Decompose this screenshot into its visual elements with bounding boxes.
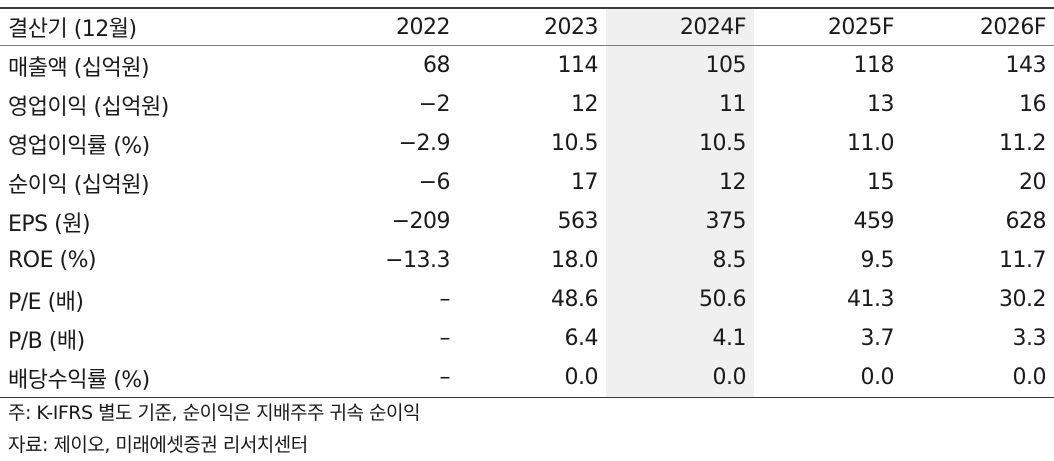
table-cell: 0.0 — [1012, 365, 1047, 390]
table-cell: 143 — [1005, 53, 1047, 78]
table-header-row: 결산기 (12월) 2022 2023 2024F 2025F 2026F — [0, 8, 1054, 46]
table-cell: 17 — [571, 170, 599, 195]
table-cell: 20 — [1019, 170, 1047, 195]
row-label: 순이익 (십억원) — [8, 172, 150, 198]
row-label: P/E (배) — [8, 289, 84, 315]
table-row: 배당수익률 (%) – 0.0 0.0 0.0 0.0 — [0, 358, 1054, 398]
table-cell: 12 — [606, 163, 754, 202]
table-cell: 15 — [867, 170, 895, 195]
row-label: 영업이익률 (%) — [8, 133, 150, 159]
table-cell: 11.0 — [847, 131, 894, 156]
header-label: 결산기 (12월) — [8, 17, 137, 42]
footnote-basis: 주: K-IFRS 별도 기준, 순이익은 지배주주 귀속 순이익 — [8, 402, 420, 424]
table-cell: 10.5 — [551, 131, 598, 156]
table-row: ROE (%) −13.3 18.0 8.5 9.5 11.7 — [0, 241, 1054, 280]
table-row: 순이익 (십억원) −6 17 12 15 20 — [0, 163, 1054, 202]
table-cell: 48.6 — [551, 287, 598, 312]
row-label: 매출액 (십억원) — [8, 55, 150, 81]
table-cell: 11.7 — [999, 248, 1046, 273]
row-label: P/B (배) — [8, 328, 85, 354]
table-cell: 105 — [606, 45, 754, 85]
row-label: 영업이익 (십억원) — [8, 94, 169, 120]
table-cell: 30.2 — [999, 287, 1046, 312]
table-cell: 68 — [423, 53, 451, 78]
table-cell: 114 — [557, 53, 599, 78]
table-cell: 3.7 — [860, 326, 895, 351]
table-cell: −209 — [391, 209, 451, 234]
table-cell: 118 — [853, 53, 895, 78]
table-cell: 8.5 — [606, 241, 754, 280]
table-cell: 0.0 — [860, 365, 895, 390]
header-year: 2023 — [544, 14, 599, 40]
table-cell: 459 — [853, 209, 895, 234]
table-cell: −2.9 — [398, 131, 451, 156]
table-cell: 11 — [606, 85, 754, 124]
financial-table: 결산기 (12월) 2022 2023 2024F 2025F 2026F 매출… — [0, 7, 1054, 398]
header-year: 2025F — [827, 14, 895, 40]
table-row: 영업이익률 (%) −2.9 10.5 10.5 11.0 11.2 — [0, 124, 1054, 163]
row-label: EPS (원) — [8, 211, 91, 237]
header-year: 2026F — [979, 14, 1047, 40]
table-cell: 12 — [571, 92, 599, 117]
table-cell: 41.3 — [847, 287, 894, 312]
table-cell: 50.6 — [606, 280, 754, 319]
table-cell: 11.2 — [999, 131, 1046, 156]
row-label: ROE (%) — [8, 248, 97, 273]
header-year: 2022 — [396, 14, 451, 40]
table-cell: 13 — [867, 92, 895, 117]
row-label: 배당수익률 (%) — [8, 367, 150, 393]
table-cell: 3.3 — [1012, 326, 1047, 351]
table-cell: 0.0 — [606, 358, 754, 398]
table-row: 매출액 (십억원) 68 114 105 118 143 — [0, 45, 1054, 85]
table-cell: −6 — [418, 170, 451, 195]
table-cell: 4.1 — [606, 319, 754, 358]
header-year: 2024F — [606, 8, 754, 46]
table-cell: 563 — [557, 209, 599, 234]
table-row: EPS (원) −209 563 375 459 628 — [0, 202, 1054, 241]
table-cell: 628 — [1005, 209, 1047, 234]
table-cell: 0.0 — [564, 365, 599, 390]
table-row: 영업이익 (십억원) −2 12 11 13 16 — [0, 85, 1054, 124]
table-cell: – — [439, 326, 451, 351]
table-cell: 18.0 — [551, 248, 598, 273]
table-cell: 10.5 — [606, 124, 754, 163]
table-cell: 9.5 — [860, 248, 895, 273]
table-footnotes: 주: K-IFRS 별도 기준, 순이익은 지배주주 귀속 순이익 자료: 제이… — [8, 397, 420, 461]
table-cell: – — [439, 287, 451, 312]
table-row: P/B (배) – 6.4 4.1 3.7 3.3 — [0, 319, 1054, 358]
table-cell: 375 — [606, 202, 754, 241]
table-cell: 6.4 — [564, 326, 599, 351]
table-cell: – — [439, 365, 451, 390]
footnote-source: 자료: 제이오, 미래에셋증권 리서치센터 — [8, 434, 308, 456]
table-cell: 16 — [1019, 92, 1047, 117]
table-cell: −13.3 — [385, 248, 450, 273]
table-row: P/E (배) – 48.6 50.6 41.3 30.2 — [0, 280, 1054, 319]
table-cell: −2 — [418, 92, 451, 117]
